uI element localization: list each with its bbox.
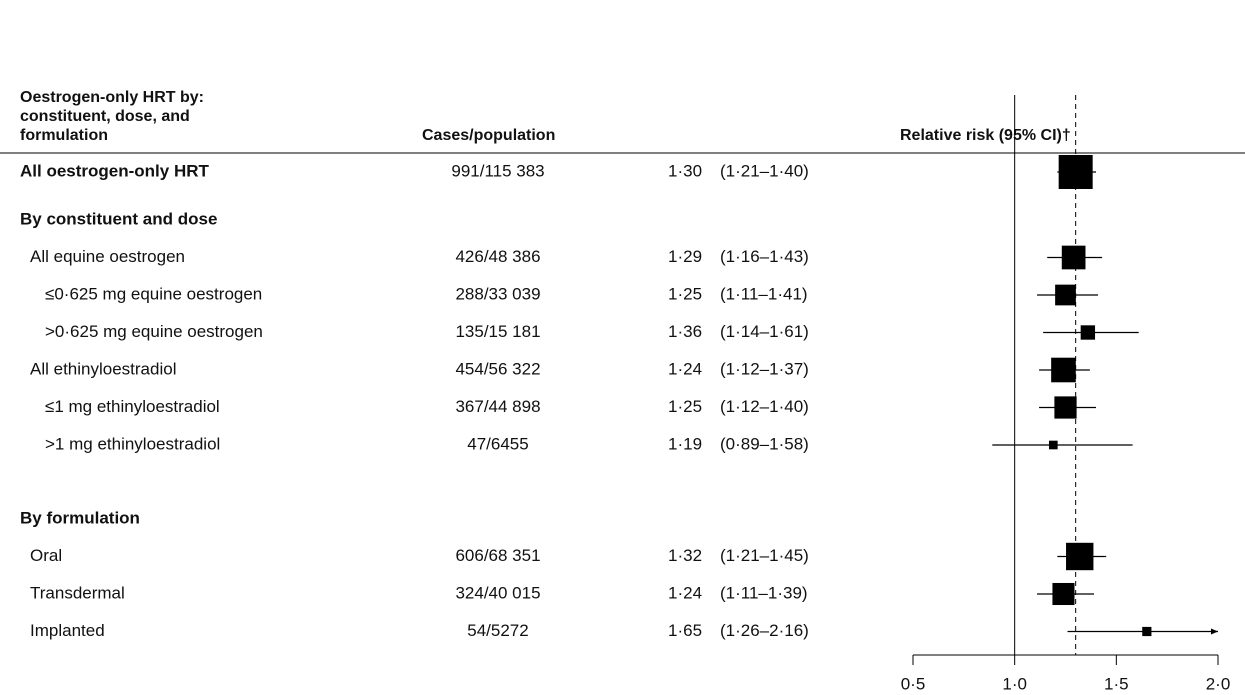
estimate-label: 1·24 [668,583,702,602]
estimate-box [1052,582,1075,606]
group-header: Oestrogen-only HRT by: [20,89,204,106]
ci-label: (1·12–1·40) [720,397,809,416]
row-label: Oral [30,546,62,565]
group-header: constituent, dose, and [20,108,190,125]
ci-label: (1·11–1·39) [720,583,808,602]
x-tick-label: 1·0 [1002,674,1027,693]
ci-label: (1·14–1·61) [720,322,809,341]
rr-header: Relative risk (95% CI)† [900,127,1071,144]
estimate-box [1066,542,1094,571]
group-header: formulation [20,127,108,144]
estimate-label: 1·25 [668,284,702,303]
cases: 54/5272 [467,621,528,640]
ci-label: (1·12–1·37) [720,359,809,378]
cases: 454/56 322 [455,359,540,378]
ci-label: (1·21–1·45) [720,546,809,565]
row-label: All ethinyloestradiol [30,359,176,378]
estimate-box [1055,284,1076,306]
row-label: >0·625 mg equine oestrogen [45,322,263,341]
estimate-label: 1·19 [668,434,702,453]
cases: 991/115 383 [451,161,544,180]
estimate-label: 1·25 [668,397,702,416]
cases: 47/6455 [467,434,528,453]
row-label: All equine oestrogen [30,247,185,266]
estimate-label: 1·32 [668,546,702,565]
cases: 606/68 351 [455,546,540,565]
section-title: By constituent and dose [20,209,217,228]
ci-label: (1·21–1·40) [720,161,809,180]
estimate-box [1061,245,1086,270]
ci-label: (1·11–1·41) [720,284,808,303]
estimate-label: 1·65 [668,621,702,640]
x-tick-label: 1·5 [1104,674,1129,693]
cases: 426/48 386 [455,247,540,266]
row-label: >1 mg ethinyloestradiol [45,434,220,453]
estimate-box [1054,396,1077,419]
estimate-box [1051,357,1076,383]
estimate-label: 1·30 [668,161,702,180]
section-title: By formulation [20,508,140,527]
estimate-label: 1·29 [668,247,702,266]
estimate-label: 1·24 [668,359,702,378]
x-tick-label: 2·0 [1206,674,1231,693]
ci-label: (0·89–1·58) [720,434,809,453]
estimate-label: 1·36 [668,322,702,341]
row-label: All oestrogen-only HRT [20,161,210,180]
ci-label: (1·16–1·43) [720,247,809,266]
ci-label: (1·26–2·16) [720,621,809,640]
cases: 367/44 898 [455,397,540,416]
estimate-box [1048,440,1058,450]
row-label: Implanted [30,621,105,640]
row-label: ≤0·625 mg equine oestrogen [45,284,262,303]
cases: 288/33 039 [455,284,540,303]
cases: 135/15 181 [455,322,540,341]
row-label: Transdermal [30,583,125,602]
estimate-box [1080,325,1096,340]
ci-arrow [1211,628,1218,635]
estimate-box [1058,155,1093,189]
estimate-box [1142,626,1152,637]
x-tick-label: 0·5 [901,674,926,693]
cases-header: Cases/population [422,127,555,144]
row-label: ≤1 mg ethinyloestradiol [45,397,220,416]
cases: 324/40 015 [455,583,540,602]
